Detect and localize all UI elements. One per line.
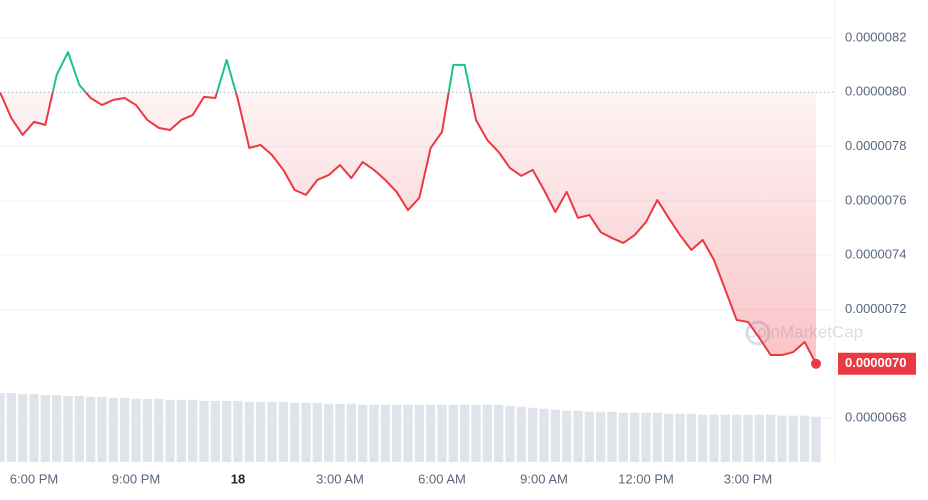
volume-bar	[233, 400, 243, 462]
volume-bar	[573, 410, 583, 462]
volume-bar	[505, 405, 515, 462]
volume-bar	[414, 404, 424, 462]
area-fill	[0, 92, 816, 364]
volume-bar	[74, 395, 84, 462]
volume-bar	[584, 411, 594, 462]
volume-bar	[278, 401, 288, 462]
volume-bar	[154, 398, 164, 462]
volume-bar	[301, 402, 311, 462]
volume-bar	[358, 404, 368, 462]
volume-bar	[516, 406, 526, 462]
volume-bar	[641, 412, 651, 462]
volume-bar	[766, 414, 776, 462]
volume-bar	[732, 414, 742, 462]
volume-bar	[482, 404, 492, 462]
volume-bar	[97, 396, 107, 462]
volume-bar	[244, 401, 254, 462]
volume-bar	[18, 393, 28, 462]
y-tick-label: 0.0000082	[845, 29, 906, 44]
volume-bar	[550, 409, 560, 462]
volume-bar	[176, 399, 186, 462]
volume-bar	[709, 414, 719, 462]
volume-bar	[437, 404, 447, 462]
y-tick-label: 0.0000078	[845, 138, 906, 153]
volume-bar	[165, 399, 175, 462]
volume-bar	[754, 414, 764, 462]
x-tick-label: 6:00 PM	[10, 471, 58, 486]
x-tick-label: 18	[231, 471, 245, 486]
volume-bar	[256, 401, 266, 462]
price-tag	[838, 352, 916, 375]
volume-bar	[675, 413, 685, 462]
volume-bar	[335, 403, 345, 462]
volume-bar	[108, 397, 118, 462]
volume-bar	[720, 414, 730, 462]
x-tick-label: 3:00 AM	[316, 471, 364, 486]
volume-bar	[52, 394, 62, 462]
last-point	[811, 358, 821, 369]
volume-bar	[403, 404, 413, 462]
volume-bar	[596, 411, 606, 462]
volume-bar	[664, 413, 674, 462]
y-tick-label: 0.0000068	[845, 409, 906, 424]
x-tick-label: 6:00 AM	[418, 471, 466, 486]
volume-bar	[426, 404, 436, 462]
volume-bar	[63, 395, 73, 462]
volume-bar	[471, 404, 481, 462]
x-tick-label: 3:00 PM	[724, 471, 772, 486]
volume-bar	[788, 415, 798, 462]
volume-bar	[686, 413, 696, 462]
volume-bar	[324, 403, 334, 462]
volume-bar	[777, 415, 787, 462]
x-tick-label: 12:00 PM	[618, 471, 674, 486]
volume-bar	[811, 416, 821, 462]
volume-bar	[142, 398, 152, 462]
volume-bar	[0, 393, 5, 462]
x-tick-label: 9:00 AM	[520, 471, 568, 486]
volume-bar	[607, 411, 617, 462]
volume-bar	[698, 414, 708, 462]
y-tick-label: 0.0000074	[845, 247, 906, 262]
volume-bar	[222, 400, 232, 462]
volume-bar	[188, 399, 198, 462]
volume-bar	[528, 407, 538, 462]
volume-bar	[199, 400, 209, 462]
volume-bar	[562, 410, 572, 462]
volume-bar	[120, 397, 130, 462]
volume-bar	[494, 404, 504, 462]
volume-bar	[630, 412, 640, 462]
volume-bar	[267, 401, 277, 462]
volume-bar	[40, 394, 50, 462]
volume-bar	[346, 403, 356, 462]
y-tick-label: 0.0000076	[845, 192, 906, 207]
volume-bar	[652, 412, 662, 462]
y-tick-label: 0.0000080	[845, 84, 906, 99]
volume-bar	[86, 396, 96, 462]
price-line-down	[0, 92, 817, 365]
volume-bar	[800, 415, 810, 462]
volume-bar	[448, 404, 458, 462]
volume-bar	[312, 402, 322, 462]
volume-bar	[210, 400, 220, 462]
volume-bar	[618, 412, 628, 462]
x-tick-label: 9:00 PM	[112, 471, 160, 486]
volume-bar	[29, 393, 39, 462]
volume-bar	[380, 404, 390, 462]
volume-bar	[539, 408, 549, 462]
volume-bar	[6, 393, 17, 462]
y-tick-label: 0.0000072	[845, 301, 906, 316]
volume-bar	[392, 404, 402, 462]
volume-bar	[369, 404, 379, 462]
volume-bar	[460, 404, 470, 462]
volume-bar	[290, 402, 300, 462]
volume-bar	[131, 398, 141, 462]
price-tag-label: 0.0000070	[845, 355, 906, 370]
volume-bar	[743, 414, 753, 462]
